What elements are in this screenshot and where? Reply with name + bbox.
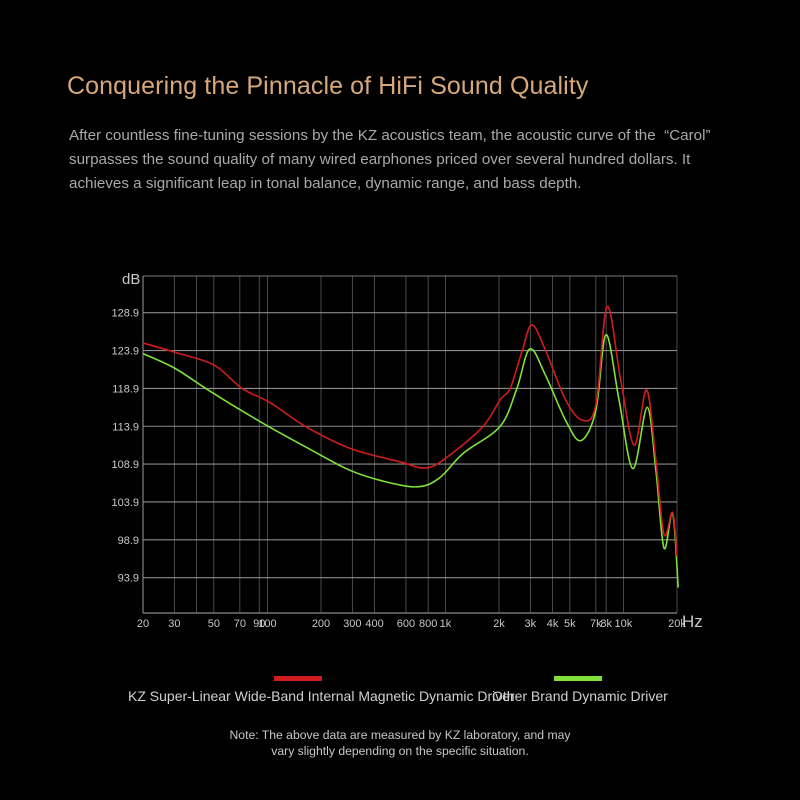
x-axis-label: Hz [682,612,703,631]
x-tick-label: 4k [547,618,559,630]
x-tick-label: 2k [493,618,505,630]
x-tick-label: 30 [168,618,180,630]
x-tick-label: 7k [590,618,602,630]
legend-swatch-red [274,676,322,681]
x-tick-label: 1k [440,618,452,630]
page-title: Conquering the Pinnacle of HiFi Sound Qu… [67,72,589,100]
footnote-line: Note: The above data are measured by KZ … [229,728,571,742]
x-tick-label: 800 [419,618,437,630]
x-tick-label: 8k [600,618,612,630]
y-axis-label: dB [122,271,140,288]
x-tick-label: 20 [137,618,149,630]
description-line: After countless fine-tuning sessions by … [69,127,711,144]
description-line: achieves a significant leap in tonal bal… [69,175,582,192]
x-tick-label: 5k [564,618,576,630]
description-line: surpasses the sound quality of many wire… [69,151,691,168]
x-tick-label: 300 [343,618,361,630]
y-tick-label: 118.9 [112,383,139,395]
x-tick-label: 50 [208,618,220,630]
kz-driver-curve [142,305,678,557]
x-tick-label: 400 [365,618,383,630]
vertical-gridlines [142,276,678,614]
y-tick-label: 98.9 [118,535,139,547]
x-tick-label: 90 [253,618,265,630]
x-tick-label: 200 [312,618,330,630]
footnote-line: vary slightly depending on the specific … [271,744,529,758]
y-axis-tick-labels: 128.9 123.9 118.9 113.9 108.9 103.9 98.9 93.9 [111,308,139,585]
legend-label-other: Other Brand Dynamic Driver [492,688,668,704]
x-tick-label: 600 [397,618,415,630]
other-brand-curve [142,333,679,588]
y-tick-label: 103.9 [111,497,139,509]
y-tick-label: 128.9 [111,308,139,320]
x-tick-label: 20k [668,618,686,630]
x-tick-label: 3k [525,618,537,630]
legend-label-kz: KZ Super-Linear Wide-Band Internal Magne… [128,688,515,704]
y-tick-label: 108.9 [111,459,139,471]
legend-swatch-green [554,676,602,681]
footnote: Note: The above data are measured by KZ … [0,727,800,759]
y-tick-label: 123.9 [111,346,139,358]
horizontal-gridlines [143,275,677,579]
y-tick-label: 113.9 [112,421,139,433]
description: After countless fine-tuning sessions by … [69,124,789,196]
y-tick-label: 93.9 [118,573,139,585]
x-tick-label: 100 [258,618,276,630]
x-tick-label: 70 [234,618,246,630]
x-tick-label: 10k [615,618,633,630]
